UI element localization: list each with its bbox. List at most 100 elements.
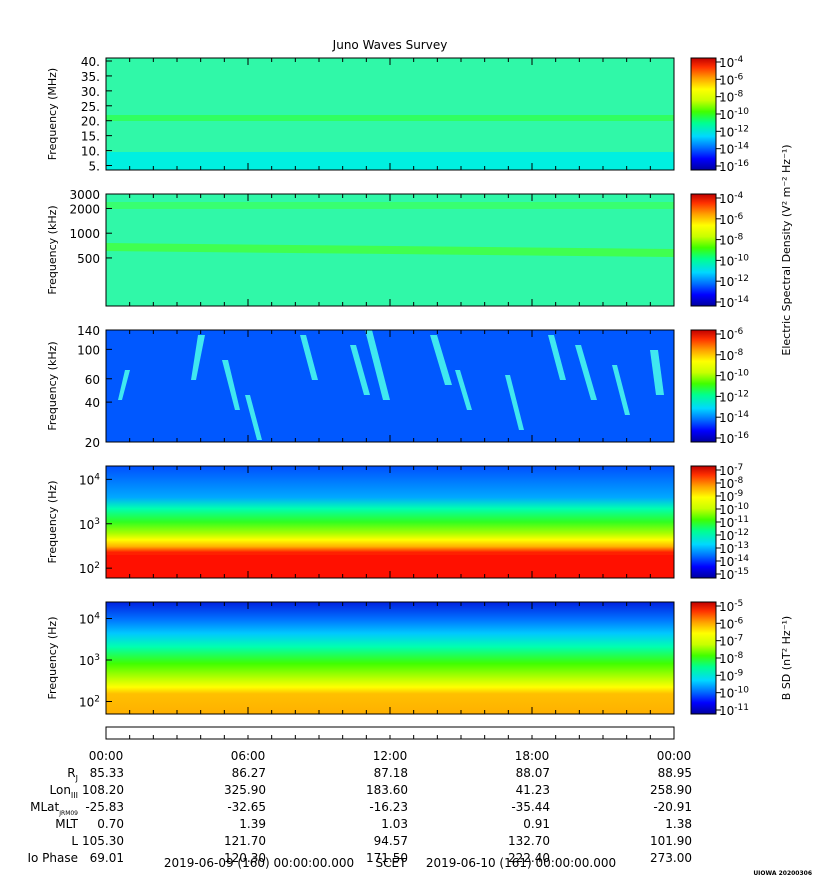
panel-2: [105, 193, 675, 307]
colorbar-4: [690, 465, 717, 579]
panel-5-spectrogram: [106, 602, 674, 714]
ephemeris-value: 171.50: [366, 851, 408, 865]
panel-3-ytick-label: 60: [85, 373, 100, 387]
ephemeris-value: 222.40: [508, 851, 550, 865]
panel-4: [105, 465, 675, 579]
colorbar-1-tick-label: 10-10: [719, 107, 749, 122]
colorbar-1-tick-label: 10-12: [719, 124, 749, 139]
panel-1-bright-band: [106, 115, 674, 121]
panel-1: [105, 57, 675, 171]
ephemeris-value: 273.00: [650, 851, 692, 865]
footer-start: 2019-06-09 (160) 00:00:00.000: [164, 856, 354, 870]
panel-2-band-upper: [106, 202, 674, 209]
colorbar-2: [690, 193, 717, 307]
colorbar-4-tick-label: 10-14: [719, 554, 749, 569]
ephemeris-value: 121.70: [224, 834, 266, 848]
ephemeris-value: 85.33: [90, 766, 124, 780]
colorbar-5-tick-label: 10-8: [719, 651, 744, 666]
ephemeris-value: 87.18: [374, 766, 408, 780]
panel-2-ytick-label: 500: [77, 252, 100, 266]
colorbar-1-tick-label: 10-6: [719, 72, 744, 87]
panel-2-ylabel: Frequency (kHz): [46, 205, 59, 294]
colorbar-4-tick-label: 10-12: [719, 528, 749, 543]
ephemeris-value: 1.38: [665, 817, 692, 831]
ephemeris-value: 0.91: [523, 817, 550, 831]
ephemeris-value: 69.01: [90, 851, 124, 865]
colorbar-1-tick-label: 10-8: [719, 90, 744, 105]
colorbar-3: [690, 329, 717, 443]
panel-1-ytick-label: 25.: [81, 100, 100, 114]
colorbar-3-tick-label: 10-12: [719, 389, 749, 404]
panel-4-ytick-label: 104: [79, 472, 100, 487]
colorbar-1-tick-label: 10-14: [719, 142, 749, 157]
panel-1-ytick-label: 30.: [81, 85, 100, 99]
colorbars: [690, 57, 717, 715]
colorbar-3-tick-label: 10-6: [719, 327, 744, 342]
panel-4-ytick-label: 102: [79, 561, 100, 576]
panel-2-ytick-label: 1000: [69, 227, 100, 241]
colorbar-4-tick-label: 10-15: [719, 567, 749, 582]
axes-and-labels: 5.10.15.20.25.30.35.40. Frequency (MHz) 10…: [27, 55, 749, 865]
colorbar-4-tick-label: 10-7: [719, 463, 743, 478]
panel-3-ytick-label: 140: [77, 324, 100, 338]
panel-1-ytick-label: 35.: [81, 70, 100, 84]
colorbar-4-tick-label: 10-10: [719, 502, 749, 517]
panel-1-ytick-label: 10.: [81, 145, 100, 159]
panel-3-ytick-label: 40: [85, 396, 100, 410]
ephemeris-label: MLatJRM09: [30, 800, 78, 817]
colorbar-5-tick-label: 10-5: [719, 599, 743, 614]
ephemeris-value: -35.44: [511, 800, 550, 814]
colorbar-2-tick-label: 10-12: [719, 274, 749, 289]
panel-1-ytick-label: 5.: [89, 160, 100, 174]
magnetic-colorbar-label: B SD (nT² Hz⁻¹): [780, 616, 793, 700]
ephemeris-value: 105.30: [82, 834, 124, 848]
colorbar-3-tick-label: 10-8: [719, 348, 744, 363]
electric-colorbar-label: Electric Spectral Density (V² m⁻² Hz⁻¹): [780, 144, 793, 355]
colorbar-5-tick-label: 10-7: [719, 634, 743, 649]
colorbar-1-tick-label: 10-16: [719, 159, 749, 174]
colorbar-3-tick-label: 10-14: [719, 410, 749, 425]
footer-scet: SCET: [376, 856, 408, 870]
chart-title: Juno Waves Survey: [332, 38, 448, 52]
colorbar-4-tick-label: 10-13: [719, 541, 749, 556]
panel-5-ytick-label: 103: [79, 653, 100, 668]
colorbar-2-tick-label: 10-4: [719, 191, 744, 206]
time-tick-label: 18:00: [515, 749, 550, 763]
panel-1-ytick-label: 15.: [81, 130, 100, 144]
ephemeris-label: LonIII: [50, 783, 79, 800]
colorbar-1-tick-label: 10-4: [719, 55, 744, 70]
ephemeris-label: MLT: [55, 817, 78, 831]
panel-3: [105, 329, 675, 443]
colorbar-2-tick-label: 10-8: [719, 233, 744, 248]
colorbar-3-tick-label: 10-16: [719, 431, 749, 446]
ephemeris-value: 86.27: [232, 766, 266, 780]
ephemeris-value: 0.70: [97, 817, 124, 831]
credit-stamp: UIOWA 20200306: [753, 870, 812, 877]
colorbar-5-tick-label: 10-9: [719, 668, 744, 683]
panel-3-ylabel: Frequency (kHz): [46, 341, 59, 430]
footer-end: 2019-06-10 (161) 00:00:00.000: [426, 856, 616, 870]
colorbar-2-tick-label: 10-10: [719, 253, 749, 268]
ephemeris-value: 88.95: [658, 766, 692, 780]
ephemeris-value: 120.30: [224, 851, 266, 865]
ephemeris-value: -32.65: [227, 800, 266, 814]
panel-2-ytick-label: 3000: [69, 188, 100, 202]
colorbar-4-tick-label: 10-8: [719, 476, 744, 491]
panel-5-ytick-label: 102: [79, 695, 100, 710]
ephemeris-value: -16.23: [369, 800, 408, 814]
panel-5-ytick-label: 104: [79, 612, 100, 627]
panel-4-ylabel: Frequency (Hz): [46, 481, 59, 564]
ephemeris-value: 258.90: [650, 783, 692, 797]
panel-5-ylabel: Frequency (Hz): [46, 617, 59, 700]
ephemeris-label: Io Phase: [27, 851, 78, 865]
time-tick-label: 00:00: [657, 749, 692, 763]
ephemeris-value: 41.23: [516, 783, 550, 797]
ephemeris-value: 325.90: [224, 783, 266, 797]
ephemeris-value: -20.91: [653, 800, 692, 814]
ephemeris-value: -25.83: [85, 800, 124, 814]
ephemeris-label: L: [71, 834, 78, 848]
colorbar-5-tick-label: 10-10: [719, 686, 749, 701]
panel-5: [105, 601, 675, 715]
colorbar-2-tick-label: 10-6: [719, 212, 744, 227]
